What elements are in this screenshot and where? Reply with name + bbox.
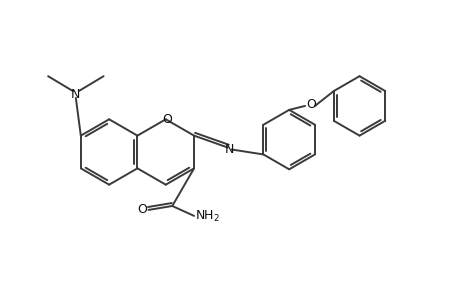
Text: O: O [162,113,171,126]
Text: O: O [137,203,147,216]
Text: N: N [71,88,80,100]
Text: N: N [224,143,234,156]
Text: NH$_2$: NH$_2$ [195,209,220,224]
Text: O: O [305,98,315,111]
